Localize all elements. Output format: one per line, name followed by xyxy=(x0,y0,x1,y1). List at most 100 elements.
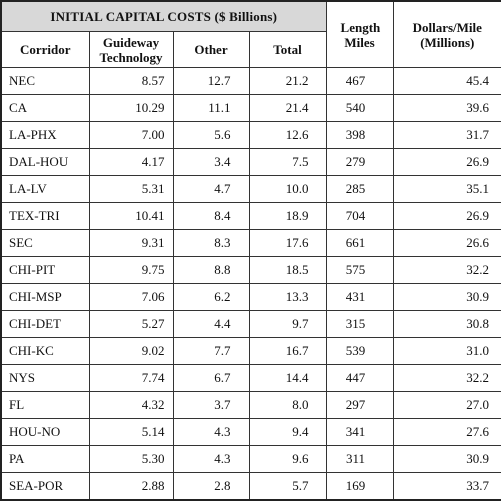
table-body: NEC 8.57 12.7 21.2 467 45.4 CA 10.29 11.1 21.4 540… xyxy=(0,67,501,501)
value-cell: 39.6 xyxy=(392,94,501,122)
table-row: HOU-NO 5.14 4.3 9.4 341 27.6 xyxy=(0,418,501,446)
corridor-cell: PA xyxy=(0,445,90,473)
value-cell: 12.7 xyxy=(172,67,250,95)
table-row: DAL-HOU 4.17 3.4 7.5 279 26.9 xyxy=(0,148,501,176)
value-cell: 30.8 xyxy=(392,310,501,338)
table-row: CHI-MSP 7.06 6.2 13.3 431 30.9 xyxy=(0,283,501,311)
value-cell: 5.31 xyxy=(88,175,174,203)
value-cell: 9.4 xyxy=(248,418,327,446)
column-header: Corridor xyxy=(0,31,90,68)
value-cell: 11.1 xyxy=(172,94,250,122)
value-cell: 4.17 xyxy=(88,148,174,176)
value-cell: 661 xyxy=(325,229,394,257)
value-cell: 31.7 xyxy=(392,121,501,149)
table-row: LA-PHX 7.00 5.6 12.6 398 31.7 xyxy=(0,121,501,149)
value-cell: 169 xyxy=(325,472,394,501)
value-cell: 13.3 xyxy=(248,283,327,311)
value-cell: 4.4 xyxy=(172,310,250,338)
table-row: NYS 7.74 6.7 14.4 447 32.2 xyxy=(0,364,501,392)
value-cell: 32.2 xyxy=(392,364,501,392)
column-header: Length Miles xyxy=(325,0,394,68)
value-cell: 341 xyxy=(325,418,394,446)
value-cell: 10.41 xyxy=(88,202,174,230)
value-cell: 45.4 xyxy=(392,67,501,95)
corridor-cell: LA-LV xyxy=(0,175,90,203)
value-cell: 285 xyxy=(325,175,394,203)
value-cell: 6.7 xyxy=(172,364,250,392)
column-header: Dollars/Mile (Millions) xyxy=(392,0,501,68)
corridor-cell: CHI-DET xyxy=(0,310,90,338)
corridor-cell: NEC xyxy=(0,67,90,95)
value-cell: 10.29 xyxy=(88,94,174,122)
value-cell: 35.1 xyxy=(392,175,501,203)
value-cell: 540 xyxy=(325,94,394,122)
value-cell: 279 xyxy=(325,148,394,176)
value-cell: 2.8 xyxy=(172,472,250,501)
column-header: Other xyxy=(172,31,250,68)
value-cell: 26.9 xyxy=(392,148,501,176)
corridor-cell: CHI-MSP xyxy=(0,283,90,311)
value-cell: 297 xyxy=(325,391,394,419)
table-row: CHI-PIT 9.75 8.8 18.5 575 32.2 xyxy=(0,256,501,284)
corridor-cell: CHI-KC xyxy=(0,337,90,365)
table-row: CHI-DET 5.27 4.4 9.7 315 30.8 xyxy=(0,310,501,338)
value-cell: 9.75 xyxy=(88,256,174,284)
value-cell: 3.7 xyxy=(172,391,250,419)
value-cell: 539 xyxy=(325,337,394,365)
value-cell: 7.06 xyxy=(88,283,174,311)
table-row: PA 5.30 4.3 9.6 311 30.9 xyxy=(0,445,501,473)
table-row: SEA-POR 2.88 2.8 5.7 169 33.7 xyxy=(0,472,501,501)
value-cell: 398 xyxy=(325,121,394,149)
value-cell: 9.02 xyxy=(88,337,174,365)
value-cell: 31.0 xyxy=(392,337,501,365)
value-cell: 21.4 xyxy=(248,94,327,122)
value-cell: 30.9 xyxy=(392,445,501,473)
corridor-cell: TEX-TRI xyxy=(0,202,90,230)
value-cell: 5.27 xyxy=(88,310,174,338)
corridor-cell: CA xyxy=(0,94,90,122)
value-cell: 8.57 xyxy=(88,67,174,95)
column-header: Total xyxy=(248,31,327,68)
value-cell: 4.3 xyxy=(172,418,250,446)
corridor-cell: NYS xyxy=(0,364,90,392)
group-header: INITIAL CAPITAL COSTS ($ Billions) xyxy=(0,0,327,32)
value-cell: 30.9 xyxy=(392,283,501,311)
corridor-cell: SEA-POR xyxy=(0,472,90,501)
value-cell: 8.8 xyxy=(172,256,250,284)
value-cell: 7.7 xyxy=(172,337,250,365)
value-cell: 21.2 xyxy=(248,67,327,95)
value-cell: 17.6 xyxy=(248,229,327,257)
value-cell: 7.5 xyxy=(248,148,327,176)
value-cell: 8.3 xyxy=(172,229,250,257)
table-row: SEC 9.31 8.3 17.6 661 26.6 xyxy=(0,229,501,257)
value-cell: 9.31 xyxy=(88,229,174,257)
value-cell: 12.6 xyxy=(248,121,327,149)
value-cell: 16.7 xyxy=(248,337,327,365)
value-cell: 8.0 xyxy=(248,391,327,419)
value-cell: 704 xyxy=(325,202,394,230)
table-row: CA 10.29 11.1 21.4 540 39.6 xyxy=(0,94,501,122)
value-cell: 10.0 xyxy=(248,175,327,203)
corridor-cell: SEC xyxy=(0,229,90,257)
value-cell: 311 xyxy=(325,445,394,473)
value-cell: 7.00 xyxy=(88,121,174,149)
value-cell: 4.7 xyxy=(172,175,250,203)
table-row: LA-LV 5.31 4.7 10.0 285 35.1 xyxy=(0,175,501,203)
value-cell: 447 xyxy=(325,364,394,392)
value-cell: 32.2 xyxy=(392,256,501,284)
corridor-cell: DAL-HOU xyxy=(0,148,90,176)
value-cell: 575 xyxy=(325,256,394,284)
value-cell: 315 xyxy=(325,310,394,338)
table-row: FL 4.32 3.7 8.0 297 27.0 xyxy=(0,391,501,419)
value-cell: 5.30 xyxy=(88,445,174,473)
value-cell: 3.4 xyxy=(172,148,250,176)
value-cell: 27.0 xyxy=(392,391,501,419)
value-cell: 467 xyxy=(325,67,394,95)
table-row: CHI-KC 9.02 7.7 16.7 539 31.0 xyxy=(0,337,501,365)
value-cell: 4.32 xyxy=(88,391,174,419)
corridor-cell: FL xyxy=(0,391,90,419)
value-cell: 2.88 xyxy=(88,472,174,501)
value-cell: 5.6 xyxy=(172,121,250,149)
value-cell: 9.7 xyxy=(248,310,327,338)
